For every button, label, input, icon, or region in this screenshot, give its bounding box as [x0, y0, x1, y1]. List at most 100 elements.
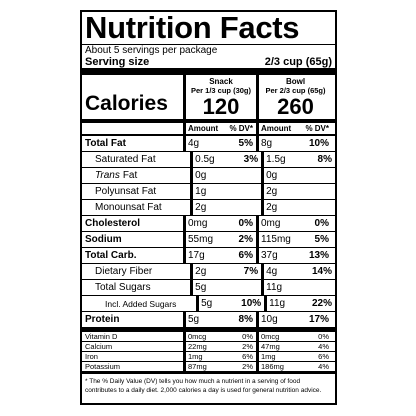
- nutrient-name-cell: Potassium: [85, 362, 183, 371]
- nutrient-row: Calcium 22mg 2% 47mg 4%: [82, 342, 335, 352]
- amount: 2g: [195, 266, 207, 277]
- amount: 2g: [195, 202, 207, 213]
- amount: 2g: [266, 186, 278, 197]
- nutrient-name: Monounsat Fat: [95, 202, 162, 213]
- daily-value: 0%: [318, 332, 329, 341]
- value-cell: 10g 17%: [256, 312, 332, 327]
- daily-value: 13%: [308, 250, 329, 261]
- nutrient-name: Vitamin D: [85, 332, 118, 341]
- amount: 11g: [269, 298, 286, 309]
- value-cell: 5g 8%: [183, 312, 256, 327]
- nutrient-name-cell: Incl. Added Sugars: [85, 296, 196, 311]
- nutrient-row: Potassium 87mg 2% 186mg 4%: [82, 362, 335, 371]
- value-cell: 0mg 0%: [183, 216, 256, 231]
- daily-value: 2%: [242, 362, 253, 371]
- serving-size-value: 2/3 cup (65g): [264, 56, 332, 68]
- dv-label: % DV*: [229, 124, 253, 133]
- nutrient-name: Total Carb.: [85, 250, 137, 261]
- amount-header: Amount % DV* Amount % DV*: [82, 123, 335, 134]
- nutrient-row: Incl. Added Sugars 5g 10% 11g 22%: [82, 296, 335, 312]
- amount: 0g: [195, 170, 207, 181]
- value-cell: 37g 13%: [256, 248, 332, 263]
- daily-value: 5%: [314, 234, 329, 245]
- nutrient-name: Iron: [85, 352, 98, 361]
- nutrient-name-cell: Cholesterol: [85, 216, 183, 231]
- nutrient-name: Fat: [122, 170, 138, 181]
- nutrient-name-cell: Iron: [85, 352, 183, 361]
- value-cell: 4g 14%: [261, 264, 335, 279]
- column-serving: Per 1/3 cup (30g): [190, 86, 252, 95]
- nutrient-name-cell: Trans Fat: [85, 168, 190, 183]
- value-cell: 0mcg 0%: [256, 332, 332, 341]
- value-cell: 2g 7%: [190, 264, 261, 279]
- nutrient-name: Saturated Fat: [95, 154, 156, 165]
- daily-value: 10%: [241, 298, 262, 309]
- nutrient-name-cell: Total Carb.: [85, 248, 183, 263]
- daily-value: 0%: [238, 218, 253, 229]
- nutrient-name-cell: Polyunsat Fat: [85, 184, 190, 199]
- daily-value: 17%: [308, 314, 329, 325]
- amount: 0mg: [261, 218, 281, 229]
- nutrient-name: Polyunsat Fat: [95, 186, 157, 197]
- nutrition-label: Nutrition Facts About 5 servings per pac…: [80, 10, 337, 405]
- amount: 11g: [266, 282, 283, 293]
- amount-header: Amount % DV*: [183, 123, 256, 134]
- rule: [82, 371, 335, 374]
- value-cell: 1mg 6%: [183, 352, 256, 361]
- nutrient-name: Dietary Fiber: [95, 266, 153, 277]
- nutrient-row: Trans Fat 0g 0g: [82, 168, 335, 184]
- daily-value: 7%: [243, 266, 259, 277]
- calories-label: Calories: [85, 92, 168, 115]
- nutrient-row: Cholesterol 0mg 0% 0mg 0%: [82, 216, 335, 232]
- rule: [82, 68, 335, 75]
- calories-value: 260: [277, 94, 314, 119]
- amount: 1mg: [188, 352, 203, 361]
- value-cell: 0mcg 0%: [183, 332, 256, 341]
- amount: 186mg: [261, 362, 284, 371]
- amount: 1.5g: [266, 154, 286, 165]
- amount: 5g: [188, 314, 200, 325]
- amount: 0.5g: [195, 154, 215, 165]
- nutrient-name: Incl. Added Sugars: [105, 298, 177, 309]
- daily-value: 10%: [308, 138, 329, 149]
- daily-value: 6%: [318, 352, 329, 361]
- value-cell: 55mg 2%: [183, 232, 256, 247]
- amount: 10g: [261, 314, 278, 325]
- value-cell: 22mg 2%: [183, 342, 256, 351]
- column-name: Snack: [209, 77, 233, 86]
- nutrient-name: Calcium: [85, 342, 113, 351]
- daily-value: 3%: [243, 154, 259, 165]
- nutrient-name-cell: Dietary Fiber: [85, 264, 190, 279]
- calories-header: Calories Snack Per 1/3 cup (30g) 120 Bowl Pe…: [82, 75, 335, 119]
- amount-header: Amount % DV*: [256, 123, 332, 134]
- value-cell: 186mg 4%: [256, 362, 332, 371]
- amount: 37g: [261, 250, 278, 261]
- amount: 17g: [188, 250, 205, 261]
- daily-value: 4%: [318, 342, 329, 351]
- rule: [82, 134, 335, 136]
- nutrient-row: Iron 1mg 6% 1mg 6%: [82, 352, 335, 362]
- nutrient-row: Total Fat 4g 5% 8g 10%: [82, 136, 335, 152]
- amount: 4g: [188, 138, 200, 149]
- value-cell: 5g: [190, 280, 261, 295]
- calories-value: 120: [202, 94, 240, 119]
- rule: [82, 119, 335, 123]
- daily-value: 14%: [311, 266, 332, 277]
- value-cell: 1g: [190, 184, 261, 199]
- amount-label: Amount: [261, 124, 292, 133]
- nutrient-name: Total Fat: [85, 138, 126, 149]
- nutrient-name: Total Sugars: [95, 282, 151, 293]
- column-header: Snack Per 1/3 cup (30g) 120: [183, 75, 256, 119]
- daily-value: 0%: [242, 332, 253, 341]
- nutrient-row: Polyunsat Fat 1g 2g: [82, 184, 335, 200]
- nutrient-name: Protein: [85, 314, 120, 325]
- nutrients: Total Fat 4g 5% 8g 10% Saturated Fat 0.5g 3% 1.5…: [82, 136, 335, 327]
- value-cell: 87mg 2%: [183, 362, 256, 371]
- value-cell: 2g: [261, 184, 335, 199]
- amount: 22mg: [188, 342, 207, 351]
- dv-label: % DV*: [305, 124, 329, 133]
- nutrient-name: Potassium: [85, 362, 121, 371]
- nutrient-row: Sodium 55mg 2% 115mg 5%: [82, 232, 335, 248]
- value-cell: 11g 22%: [264, 296, 335, 311]
- amount: 2g: [266, 202, 278, 213]
